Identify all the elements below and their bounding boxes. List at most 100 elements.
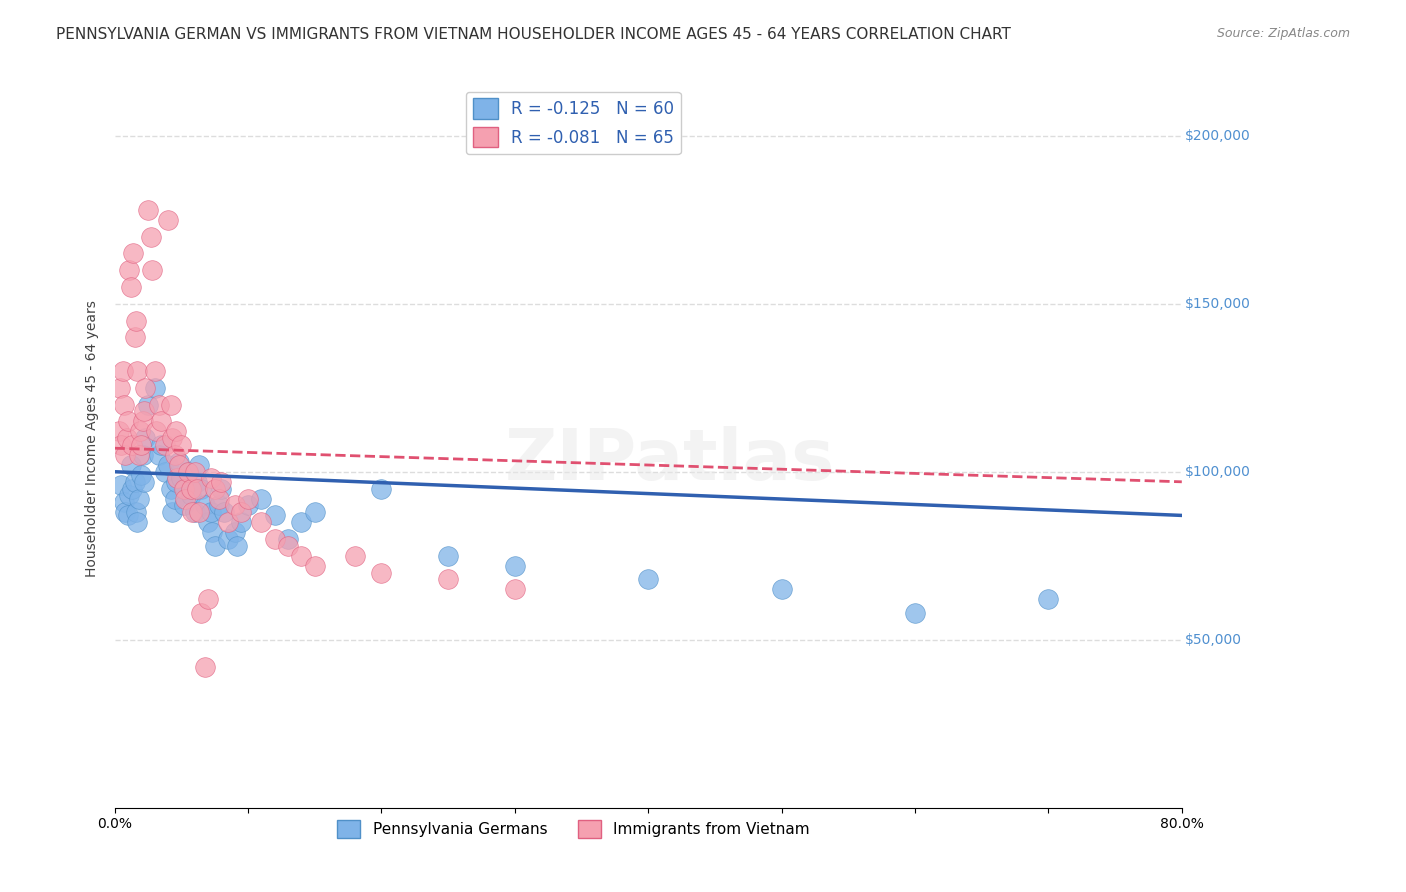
Point	[118, 263, 141, 277]
Point	[163, 448, 186, 462]
Point	[201, 525, 224, 540]
Point	[165, 425, 187, 439]
Point	[217, 515, 239, 529]
Point	[129, 425, 152, 439]
Point	[290, 515, 312, 529]
Point	[155, 438, 177, 452]
Point	[503, 558, 526, 573]
Text: $50,000: $50,000	[1184, 632, 1241, 647]
Point	[114, 505, 136, 519]
Point	[173, 499, 195, 513]
Point	[121, 438, 143, 452]
Point	[207, 499, 229, 513]
Point	[145, 425, 167, 439]
Point	[128, 448, 150, 462]
Point	[250, 515, 273, 529]
Point	[117, 508, 139, 523]
Point	[148, 398, 170, 412]
Point	[160, 431, 183, 445]
Point	[150, 414, 173, 428]
Point	[124, 475, 146, 489]
Point	[904, 606, 927, 620]
Point	[187, 505, 209, 519]
Point	[163, 491, 186, 506]
Point	[194, 499, 217, 513]
Text: $200,000: $200,000	[1184, 128, 1250, 143]
Point	[304, 505, 326, 519]
Point	[231, 505, 253, 519]
Point	[209, 475, 232, 489]
Point	[124, 330, 146, 344]
Point	[125, 505, 148, 519]
Text: $150,000: $150,000	[1184, 297, 1250, 310]
Point	[343, 549, 366, 563]
Point	[117, 414, 139, 428]
Point	[170, 471, 193, 485]
Point	[131, 448, 153, 462]
Point	[127, 515, 149, 529]
Point	[129, 438, 152, 452]
Point	[181, 505, 204, 519]
Point	[226, 539, 249, 553]
Point	[236, 499, 259, 513]
Point	[159, 398, 181, 412]
Point	[136, 202, 159, 217]
Point	[112, 495, 135, 509]
Point	[236, 491, 259, 506]
Point	[143, 381, 166, 395]
Point	[125, 313, 148, 327]
Point	[197, 515, 219, 529]
Point	[207, 491, 229, 506]
Point	[370, 482, 392, 496]
Point	[183, 465, 205, 479]
Point	[160, 505, 183, 519]
Point	[129, 468, 152, 483]
Point	[127, 364, 149, 378]
Point	[212, 505, 235, 519]
Point	[110, 438, 132, 452]
Point	[177, 465, 200, 479]
Point	[131, 414, 153, 428]
Point	[190, 482, 212, 496]
Point	[155, 465, 177, 479]
Point	[110, 478, 132, 492]
Point	[637, 572, 659, 586]
Legend: Pennsylvania Germans, Immigrants from Vietnam: Pennsylvania Germans, Immigrants from Vi…	[332, 814, 815, 845]
Point	[128, 491, 150, 506]
Point	[263, 532, 285, 546]
Point	[194, 659, 217, 673]
Point	[186, 482, 208, 496]
Point	[156, 212, 179, 227]
Point	[108, 381, 131, 395]
Point	[118, 488, 141, 502]
Point	[112, 398, 135, 412]
Point	[156, 458, 179, 472]
Point	[143, 364, 166, 378]
Point	[134, 381, 156, 395]
Point	[114, 448, 136, 462]
Point	[190, 606, 212, 620]
Point	[263, 508, 285, 523]
Point	[503, 582, 526, 597]
Text: Source: ZipAtlas.com: Source: ZipAtlas.com	[1216, 27, 1350, 40]
Point	[111, 364, 134, 378]
Point	[180, 482, 202, 496]
Point	[174, 491, 197, 506]
Point	[170, 438, 193, 452]
Point	[277, 532, 299, 546]
Point	[370, 566, 392, 580]
Point	[132, 404, 155, 418]
Point	[209, 482, 232, 496]
Point	[115, 431, 138, 445]
Point	[290, 549, 312, 563]
Point	[173, 482, 195, 496]
Point	[200, 471, 222, 485]
Point	[177, 465, 200, 479]
Point	[277, 539, 299, 553]
Point	[174, 482, 197, 496]
Point	[148, 448, 170, 462]
Point	[166, 471, 188, 485]
Point	[304, 558, 326, 573]
Point	[186, 475, 208, 489]
Point	[200, 505, 222, 519]
